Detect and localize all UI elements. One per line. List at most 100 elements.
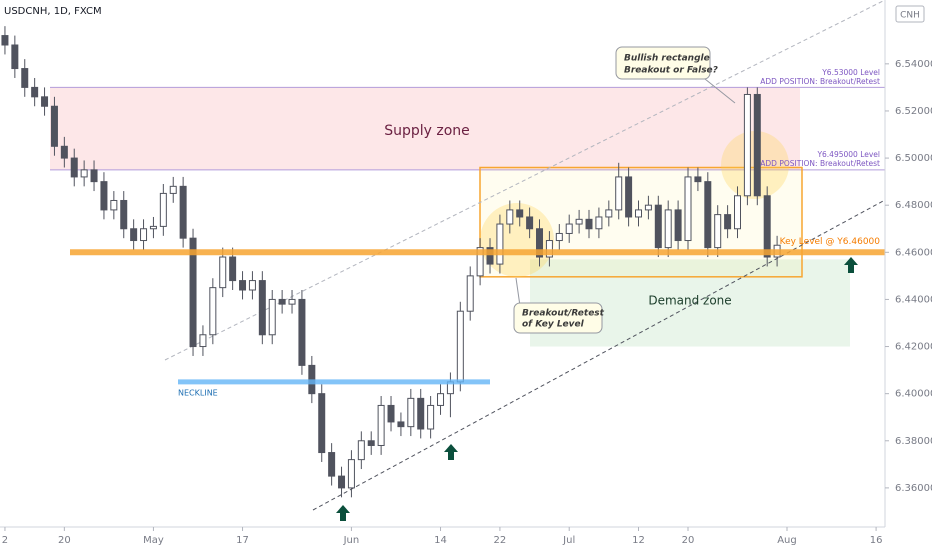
x-tick-label: 22 bbox=[494, 535, 507, 546]
candle-body bbox=[357, 440, 365, 461]
arrow-up bbox=[336, 505, 350, 521]
candle-body bbox=[753, 93, 761, 197]
candle-body bbox=[100, 181, 108, 211]
candle-body bbox=[229, 256, 237, 282]
candle-body bbox=[288, 298, 296, 305]
x-tick-label: 20 bbox=[58, 535, 71, 546]
candle-body bbox=[437, 393, 445, 406]
x-tick-label: May bbox=[143, 535, 164, 546]
candle-body bbox=[605, 209, 613, 218]
candle-body bbox=[189, 237, 197, 348]
candle-body bbox=[110, 199, 118, 211]
x-tick-label: 12 bbox=[632, 535, 645, 546]
candle-body bbox=[50, 105, 58, 147]
candle-body bbox=[149, 225, 157, 230]
candles bbox=[1, 26, 781, 498]
candle-body bbox=[516, 209, 524, 218]
candle-body bbox=[239, 280, 247, 291]
candle-body bbox=[635, 209, 643, 218]
candle-body bbox=[328, 452, 336, 477]
candle-body bbox=[427, 404, 435, 430]
note-text: Breakout/Retest bbox=[522, 309, 605, 319]
candle-body bbox=[625, 176, 633, 218]
arrow-up bbox=[844, 257, 858, 273]
overlay: NECKLINE Key Level @ Y6.46000 bbox=[70, 237, 885, 397]
candle-body bbox=[486, 247, 494, 265]
x-tick-label: 16 bbox=[870, 535, 883, 546]
candle-body bbox=[615, 176, 623, 211]
symbol-label: CNH bbox=[900, 11, 920, 21]
x-tick-label: 17 bbox=[236, 535, 249, 546]
candle-body bbox=[248, 280, 256, 291]
candle-body bbox=[159, 192, 167, 227]
x-tick-label: Jun bbox=[343, 535, 360, 546]
candle-body bbox=[684, 176, 692, 242]
y-tick-label: 6.50000 bbox=[895, 153, 932, 164]
candle-body bbox=[595, 216, 603, 230]
supply-zone bbox=[50, 87, 800, 170]
candle-body bbox=[258, 280, 266, 336]
candle-body bbox=[644, 204, 652, 211]
y-tick-label: 6.40000 bbox=[895, 389, 932, 400]
candle-body bbox=[476, 247, 484, 277]
candle-body bbox=[526, 216, 534, 230]
level-label: ADD POSITION: Breakout/Retest bbox=[760, 77, 880, 86]
candle-body bbox=[347, 459, 355, 489]
note-pointer bbox=[515, 277, 521, 307]
candle-body bbox=[41, 96, 49, 107]
candle-body bbox=[278, 298, 286, 305]
note-box bbox=[615, 46, 711, 80]
candle-body bbox=[268, 298, 276, 336]
note-text: Breakout or False? bbox=[624, 66, 718, 76]
candle-body bbox=[387, 404, 395, 423]
candle-body bbox=[545, 240, 553, 258]
y-tick-label: 6.38000 bbox=[895, 436, 932, 447]
candle-body bbox=[763, 195, 771, 258]
y-tick-label: 6.42000 bbox=[895, 342, 932, 353]
x-tick-label: Jul bbox=[562, 535, 575, 546]
candle-body bbox=[140, 228, 148, 242]
candle-body bbox=[417, 397, 425, 430]
candle-body bbox=[21, 68, 29, 88]
neckline-label: NECKLINE bbox=[178, 388, 218, 397]
candle-body bbox=[318, 393, 326, 454]
arrow-up bbox=[444, 444, 458, 460]
level-label: Y6.53000 Level bbox=[821, 68, 880, 77]
candle-body bbox=[664, 209, 672, 249]
y-tick-label: 6.48000 bbox=[895, 200, 932, 211]
candle-body bbox=[298, 298, 306, 366]
candle-body bbox=[565, 223, 573, 234]
candle-body bbox=[506, 209, 514, 225]
x-tick-label: Aug bbox=[777, 535, 797, 546]
candle-body bbox=[338, 475, 346, 489]
note-text: Bullish rectangle bbox=[624, 54, 710, 64]
candle-body bbox=[714, 214, 722, 249]
note-text: of Key Level bbox=[522, 320, 585, 330]
x-tick-label: 2 bbox=[2, 535, 8, 546]
note-pointer bbox=[699, 74, 736, 104]
candle-body bbox=[724, 214, 732, 230]
x-tick-label: 20 bbox=[682, 535, 695, 546]
zone-label: Demand zone bbox=[648, 294, 731, 308]
candle-body bbox=[130, 228, 138, 242]
candle-body bbox=[199, 334, 207, 348]
candle-body bbox=[169, 185, 177, 194]
level-label: ADD POSITION: Breakout/Retest bbox=[760, 159, 880, 168]
candle-body bbox=[11, 44, 19, 70]
candle-body bbox=[496, 223, 504, 265]
y-tick-label: 6.36000 bbox=[895, 483, 932, 494]
key-level-label: Key Level @ Y6.46000 bbox=[780, 237, 881, 247]
y-tick-label: 6.52000 bbox=[895, 106, 932, 117]
zone-label: Supply zone bbox=[384, 123, 470, 139]
candle-body bbox=[734, 195, 741, 230]
candle-body bbox=[743, 93, 751, 197]
candle-body bbox=[31, 86, 39, 98]
candle-body bbox=[179, 185, 187, 239]
candle-body bbox=[407, 397, 415, 428]
candle-body bbox=[536, 228, 544, 258]
y-tick-label: 6.44000 bbox=[895, 294, 932, 305]
y-tick-label: 6.46000 bbox=[895, 247, 932, 258]
candle-body bbox=[80, 169, 88, 178]
chart-title: USDCNH, 1D, FXCM bbox=[4, 6, 102, 17]
